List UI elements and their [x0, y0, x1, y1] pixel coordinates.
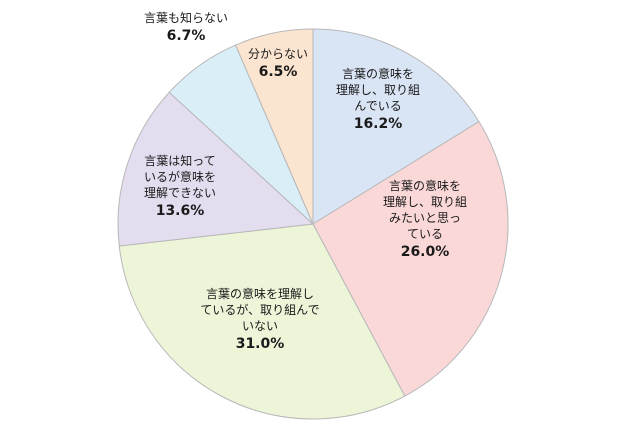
slice-label-text: 言葉の意味を理解し ているが、取り組んで いない	[200, 287, 320, 333]
slice-label-value: 6.5%	[258, 64, 298, 80]
slice-label-text: 分からない	[247, 47, 308, 61]
slice-label-text: 言葉の意味を 理解し、取り組 みたいと思っ ている	[382, 179, 467, 241]
slice-label-value: 26.0%	[400, 244, 450, 260]
pie-slice-unknown	[234, 28, 314, 225]
pie-slice-want-to-work	[312, 120, 509, 397]
slice-label-value: 31.0%	[235, 336, 285, 352]
slice-label-text: 言葉の意味を 理解し、取り組 んでいる	[335, 67, 420, 113]
pie-slice-understand-not-working	[118, 223, 406, 420]
slice-label-know-word-only: 言葉は知って いるが意味を 理解できない 13.6%	[125, 153, 235, 221]
slice-label-value: 6.7%	[166, 28, 206, 44]
pie-slice-working	[312, 28, 480, 225]
slice-label-understand-not-working: 言葉の意味を理解し ているが、取り組んで いない 31.0%	[185, 286, 335, 354]
slice-label-text: 言葉も知らない	[143, 11, 228, 25]
slice-label-working: 言葉の意味を 理解し、取り組 んでいる 16.2%	[318, 66, 438, 134]
slice-label-want-to-work: 言葉の意味を 理解し、取り組 みたいと思っ ている 26.0%	[365, 178, 485, 262]
slice-label-dont-know-word: 言葉も知らない 6.7%	[131, 10, 241, 46]
slice-label-text: 言葉は知って いるが意味を 理解できない	[143, 154, 216, 200]
pie-slice-know-word-only	[117, 91, 315, 247]
slice-label-value: 13.6%	[155, 203, 205, 219]
slice-label-unknown: 分からない 6.5%	[240, 46, 316, 82]
slice-label-value: 16.2%	[353, 116, 403, 132]
